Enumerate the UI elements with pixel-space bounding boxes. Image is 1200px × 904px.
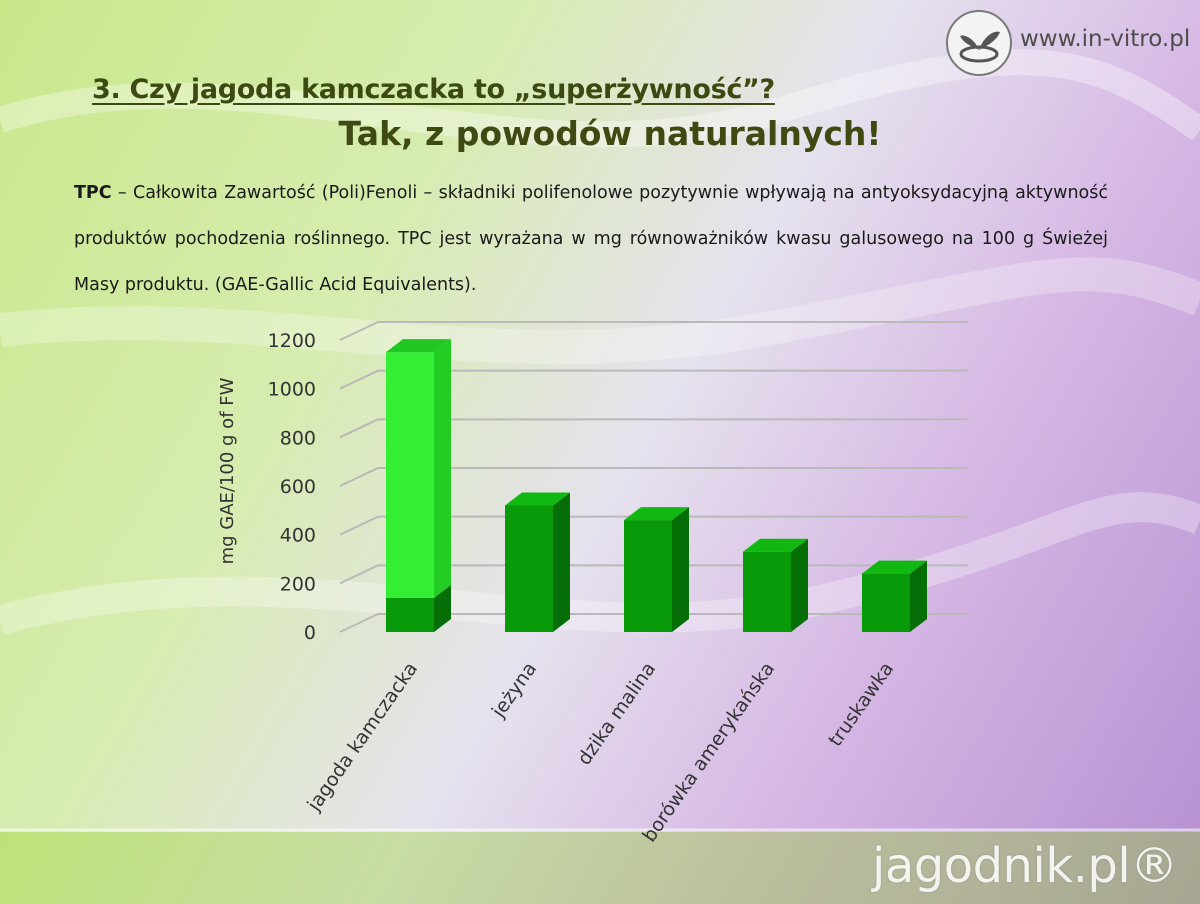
bar-side-upper [434,339,451,598]
bar-side [672,507,689,632]
section-title: 3. Czy jagoda kamczacka to „superżywność… [92,74,775,105]
bar-upper-segment [386,352,434,598]
bar-side [553,492,570,632]
term-tpc: TPC [74,183,112,203]
y-axis-label: mg GAE/100 g of FW [217,377,238,564]
y-tick-label: 0 [304,622,316,644]
site-url: www.in-vitro.pl [1020,26,1191,52]
bar-lower-segment [386,597,434,632]
x-tick-label: jagoda kamczacka [303,658,423,816]
bar-front [743,551,791,632]
description-paragraph: TPC – Całkowita Zawartość (Poli)Fenoli –… [74,170,1108,308]
y-tick-label: 1200 [268,330,316,352]
bar-top [624,507,689,521]
gridline [339,321,968,341]
gridline [339,369,968,390]
bar-front [505,505,553,632]
watermark: jagodnik.pl® [872,838,1178,894]
chart-bars [386,339,927,632]
bar [624,507,689,632]
gridline [339,418,968,439]
bar-side [910,560,927,632]
page-subtitle: Tak, z powodów naturalnych! [338,114,882,153]
bar-top [862,560,927,574]
bar-top [386,339,451,353]
bar-top [743,538,808,552]
chart-grid [339,321,968,633]
gridline [339,515,968,536]
bar [743,538,808,632]
x-tick-label: jeżyna [487,658,541,722]
y-tick-label: 200 [280,573,316,595]
y-tick-label: 800 [280,427,316,449]
bar [386,339,451,632]
bar-front [862,573,910,632]
y-axis-ticks: 0 200 400 600 800 1000 1200 [268,330,316,644]
bar-top [505,492,570,506]
bar-front [624,520,672,632]
y-tick-label: 400 [280,525,316,547]
x-axis-labels: jagoda kamczacka jeżyna dzika malinaborówk… [303,658,899,846]
x-tick-label: dzika malina [573,658,660,769]
description-text: – Całkowita Zawartość (Poli)Fenoli – skł… [74,183,1108,295]
in-vitro-logo-icon [946,10,1012,76]
bar [505,492,570,632]
bar [862,560,927,632]
x-tick-label: borówka amerykańska [638,658,779,846]
gridline [339,467,968,487]
y-tick-label: 600 [280,476,316,498]
bar-side [791,538,808,632]
bar-side-lower [434,584,451,632]
y-tick-label: 1000 [268,379,316,401]
x-tick-label: truskawka [824,658,898,750]
